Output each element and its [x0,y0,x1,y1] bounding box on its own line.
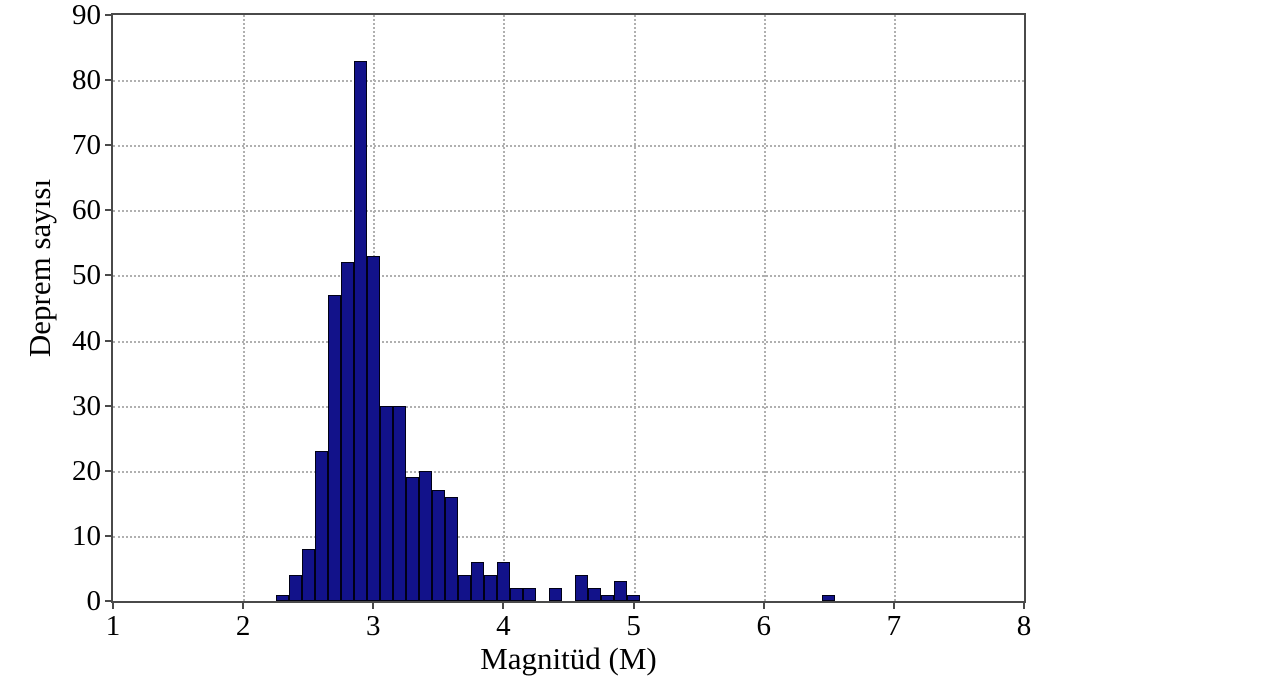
x-tick-label: 1 [105,610,121,642]
histogram-bar [483,574,497,601]
y-tick-label: 50 [72,259,101,292]
histogram-bar [314,451,328,601]
horizontal-gridline [113,470,1024,473]
y-axis-tick [105,469,111,472]
histogram-bar [627,594,641,601]
horizontal-gridline [113,210,1024,213]
y-axis-tick [105,404,111,407]
y-tick-label: 60 [72,194,101,227]
x-axis-tick [372,603,375,609]
x-axis-tick [892,603,895,609]
histogram-bar [288,574,302,601]
vertical-gridline [503,15,506,601]
y-tick-label: 30 [72,389,101,422]
vertical-gridline [243,15,246,601]
vertical-gridline [633,15,636,601]
histogram-bar [601,594,615,601]
histogram-bar [457,574,471,601]
horizontal-gridline [113,275,1024,278]
histogram-bar [822,594,836,601]
y-tick-label: 0 [86,585,102,617]
histogram-bar [340,262,354,601]
y-tick-label: 40 [72,324,101,357]
y-axis-tick [105,79,111,82]
histogram-bar [431,490,445,601]
histogram-bar [614,581,628,601]
y-tick-label: 90 [72,0,101,31]
x-axis-tick [242,603,245,609]
y-tick-label: 80 [72,64,101,97]
histogram-bar [418,470,432,601]
y-axis-label: Deprem sayısı [22,178,57,358]
y-tick-label: 20 [72,454,101,487]
horizontal-gridline [113,405,1024,408]
y-axis-tick [105,209,111,212]
x-tick-label: 7 [886,610,902,642]
plot-area [111,13,1026,603]
horizontal-gridline [113,535,1024,538]
x-axis-tick [1023,603,1025,609]
horizontal-gridline [113,340,1024,343]
horizontal-gridline [113,145,1024,148]
y-axis-tick [105,339,111,342]
histogram-bar [301,548,315,601]
histogram-bar [366,255,380,601]
x-axis-tick [502,603,505,609]
vertical-gridline [763,15,766,601]
horizontal-gridline [113,80,1024,83]
histogram-bar [353,60,367,601]
histogram-bar [392,405,406,601]
y-axis-tick [105,600,111,602]
histogram-bar [444,496,458,601]
x-axis-tick [762,603,765,609]
histogram-bar [509,587,523,601]
histogram-bar [275,594,289,601]
y-axis-tick [105,534,111,537]
x-tick-label: 4 [496,610,511,642]
y-tick-label: 70 [72,129,101,162]
histogram-bar [548,587,562,601]
x-tick-label: 8 [1016,610,1032,642]
x-axis-tick [632,603,635,609]
histogram-bar [496,561,510,601]
x-tick-label: 3 [366,610,381,642]
x-axis-tick [112,603,114,609]
x-tick-label: 5 [626,610,641,642]
x-tick-label: 6 [756,610,771,642]
vertical-gridline [893,15,896,601]
histogram-bar [327,294,341,601]
y-axis-tick [105,144,111,147]
histogram-bar [405,477,419,601]
histogram-bar [470,561,484,601]
x-axis-label: Magnitüd (M) [480,641,657,676]
histogram-bar [379,405,393,601]
histogram-bar [575,574,588,601]
y-axis-tick [105,274,111,277]
y-tick-label: 10 [72,519,101,552]
histogram-bar [588,587,602,601]
histogram-bar [522,587,536,601]
y-axis-tick [105,14,111,16]
x-tick-label: 2 [235,610,251,642]
